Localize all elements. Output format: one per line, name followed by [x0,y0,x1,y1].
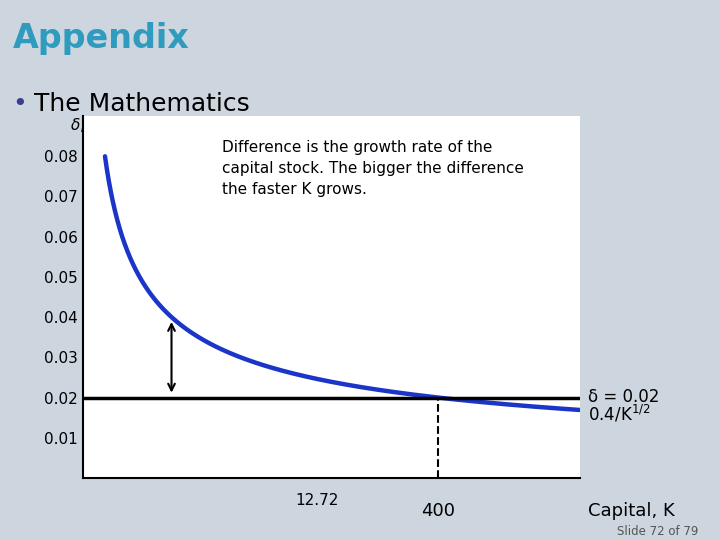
Text: 400: 400 [420,502,454,520]
Text: Capital, K: Capital, K [588,502,675,520]
Text: δ = 0.02: δ = 0.02 [588,388,660,407]
Text: 0.4/K$^{1/2}$: 0.4/K$^{1/2}$ [588,403,651,424]
Text: Appendix: Appendix [13,22,189,55]
Text: $\delta$, $\gamma$/K$^{1/2}$: $\delta$, $\gamma$/K$^{1/2}$ [71,114,132,136]
Text: Difference is the growth rate of the
capital stock. The bigger the difference
th: Difference is the growth rate of the cap… [222,140,523,197]
Text: The Mathematics: The Mathematics [34,92,249,116]
Text: Slide 72 of 79: Slide 72 of 79 [617,524,698,538]
Text: •: • [12,92,27,116]
Text: 12.72: 12.72 [295,493,338,508]
